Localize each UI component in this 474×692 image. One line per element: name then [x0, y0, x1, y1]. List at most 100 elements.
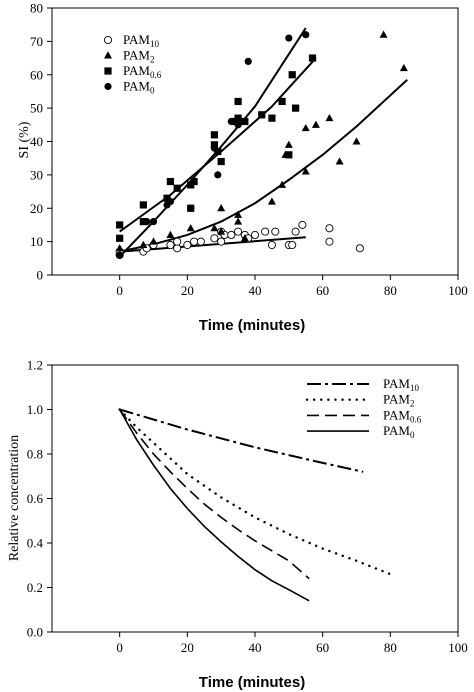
legend-marker-series-2 [104, 67, 112, 75]
data-point-series-2 [234, 114, 242, 122]
data-point-series-0 [210, 234, 219, 243]
legend-label-base: PAM [383, 376, 410, 391]
data-point-series-2 [163, 194, 171, 202]
legend-label-base: PAM [383, 392, 410, 407]
data-point-series-0 [183, 240, 192, 250]
data-point-series-1 [234, 210, 243, 218]
data-point-series-0 [234, 227, 243, 236]
data-point-series-1 [267, 197, 276, 205]
data-point-series-3 [187, 204, 195, 212]
data-point-series-2 [217, 157, 225, 166]
data-point-series-0 [217, 237, 226, 246]
data-point-series-0 [227, 230, 236, 239]
data-point-series-2 [173, 184, 181, 192]
legend-label-subscript: 2 [410, 399, 415, 409]
legend-label-subscript: 0 [410, 430, 415, 440]
x-tick-label: 100 [448, 283, 468, 298]
x-tick-label: 40 [249, 283, 262, 298]
data-point-series-1 [399, 63, 408, 72]
y-tick-label: 80 [30, 1, 43, 16]
x-axis-title: Time (minutes) [199, 674, 305, 691]
data-point-series-0 [166, 240, 175, 250]
data-point-series-1 [311, 120, 320, 128]
data-point-series-1 [149, 237, 158, 245]
legend-label-series-3: PAM0 [383, 423, 415, 440]
y-tick-label: 0 [37, 268, 44, 283]
data-point-series-1 [186, 224, 195, 232]
legend-label-subscript: 2 [150, 55, 155, 65]
data-point-series-2 [288, 71, 296, 79]
x-tick-label: 40 [249, 640, 262, 655]
x-tick-label: 60 [316, 283, 329, 298]
legend-label-base: PAM [383, 407, 410, 422]
data-point-series-2 [116, 234, 124, 242]
x-axis-title: Time (minutes) [199, 317, 305, 334]
legend-marker-series-1 [104, 51, 112, 59]
legend-label-subscript: 10 [150, 39, 160, 49]
data-point-series-1 [379, 30, 388, 38]
data-point-series-0 [196, 237, 205, 246]
y-tick-label: 20 [30, 201, 43, 216]
data-point-series-3 [234, 121, 242, 129]
data-point-series-2 [116, 221, 124, 229]
legend-label-series-2: PAM0.6 [383, 407, 422, 424]
data-point-series-1 [335, 157, 344, 165]
data-point-series-0 [267, 240, 276, 250]
data-point-series-3 [210, 144, 218, 152]
x-tick-label: 80 [384, 640, 397, 655]
data-point-series-1 [210, 224, 219, 232]
data-point-series-2 [210, 131, 218, 139]
data-point-series-3 [214, 171, 222, 179]
data-point-series-2 [166, 177, 175, 186]
legend-label-series-1: PAM2 [123, 48, 154, 65]
legend-label-subscript: 10 [410, 383, 420, 393]
x-tick-label: 0 [116, 283, 123, 298]
y-tick-label: 60 [30, 67, 43, 82]
data-point-series-1 [301, 167, 310, 175]
data-point-series-0 [288, 240, 297, 250]
y-tick-label: 0.6 [27, 491, 44, 506]
data-point-series-3 [143, 218, 151, 226]
data-point-series-3 [166, 197, 175, 206]
data-point-series-1 [240, 234, 249, 242]
data-point-series-0 [173, 237, 182, 246]
data-point-series-2 [190, 177, 198, 186]
legend-label-base: PAM [383, 423, 410, 438]
legend-label-base: PAM [123, 63, 150, 78]
data-point-series-1 [325, 113, 334, 122]
data-point-series-0 [261, 227, 270, 236]
y-tick-label: 10 [30, 234, 43, 249]
fit-line-series-0 [119, 236, 306, 253]
data-point-series-3 [285, 34, 293, 42]
data-point-series-3 [244, 57, 252, 65]
legend-label-series-0: PAM10 [123, 32, 159, 49]
y-axis-title: Relative concentration [7, 435, 22, 561]
data-point-series-1 [284, 140, 293, 148]
data-point-series-1 [278, 180, 287, 188]
data-point-series-2 [292, 104, 300, 112]
legend-label-series-2: PAM0.6 [123, 63, 162, 80]
x-tick-label: 60 [316, 640, 329, 655]
data-point-series-2 [258, 111, 266, 119]
data-point-series-0 [173, 244, 182, 253]
x-tick-label: 20 [181, 640, 194, 655]
data-point-series-1 [352, 137, 361, 145]
data-point-series-1 [139, 240, 148, 248]
legend-label-series-1: PAM2 [383, 392, 414, 409]
y-axis-title: SI (%) [17, 121, 32, 158]
series-line-2 [119, 409, 310, 580]
data-point-series-0 [298, 220, 307, 229]
data-point-series-1 [301, 123, 310, 132]
legend-label-subscript: 0 [150, 86, 155, 96]
legend-label-series-0: PAM10 [383, 376, 419, 393]
data-point-series-3 [227, 117, 235, 126]
y-tick-label: 30 [30, 167, 43, 182]
data-point-series-0 [250, 230, 260, 239]
legend-label-series-3: PAM0 [123, 79, 155, 96]
data-point-series-0 [271, 227, 280, 236]
legend-label-subscript: 0.6 [150, 70, 162, 80]
y-tick-label: 0.2 [27, 580, 43, 595]
